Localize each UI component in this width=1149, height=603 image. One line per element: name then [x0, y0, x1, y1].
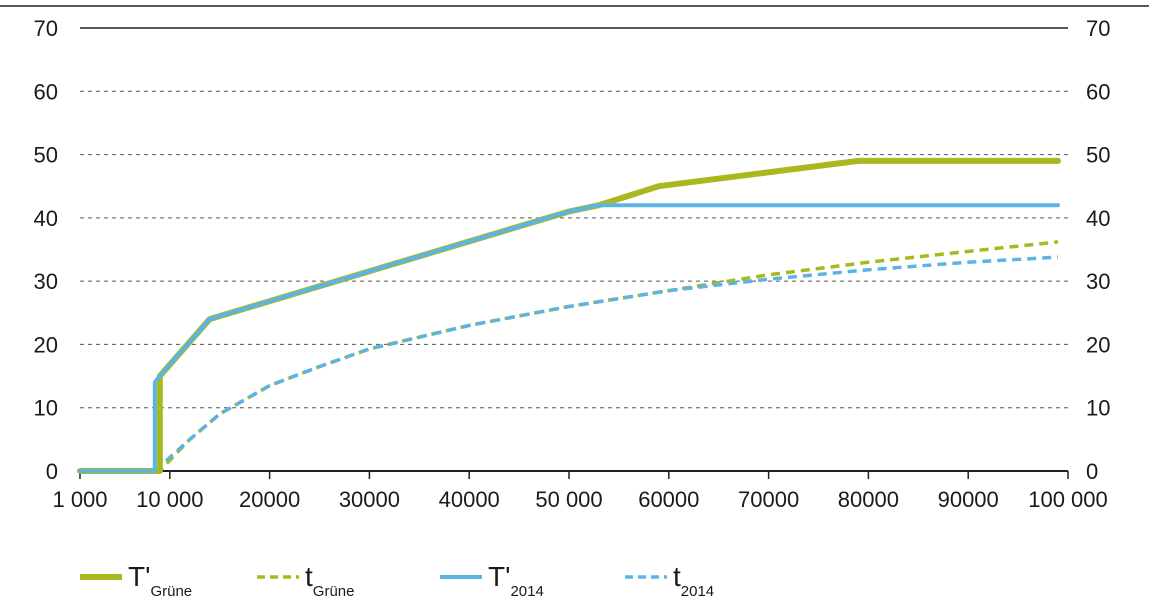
y-tick-label-right: 0: [1086, 459, 1098, 484]
series-line-Tprime--2014: [78, 203, 1060, 473]
legend-label-sub: Grüne: [150, 583, 192, 600]
series-line-t-2014: [80, 255, 1059, 473]
y-tick-label-left: 20: [34, 332, 58, 357]
legend-label-sub: Grüne: [313, 583, 355, 600]
x-tick-label: 1 000: [52, 487, 107, 512]
y-tick-label-left: 10: [34, 396, 58, 421]
y-tick-label-right: 10: [1086, 396, 1110, 421]
legend-label-main: t: [673, 561, 681, 592]
x-tick-label: 80000: [838, 487, 899, 512]
y-tick-label-left: 50: [34, 143, 58, 168]
legend-label-sub: 2014: [681, 583, 714, 600]
x-tick-label: 100 000: [1028, 487, 1108, 512]
y-tick-label-left: 70: [34, 16, 58, 41]
x-tick-label: 30000: [339, 487, 400, 512]
y-tick-label-left: 30: [34, 269, 58, 294]
legend-label-main: t: [305, 561, 313, 592]
y-axis-left: 0 10 20 30 40 50 60 70: [34, 16, 58, 484]
legend-label: T'2014: [488, 561, 544, 600]
y-tick-label-right: 20: [1086, 332, 1110, 357]
x-tick-label: 90000: [938, 487, 999, 512]
grid: [80, 27, 1068, 409]
y-tick-label-left: 0: [46, 459, 58, 484]
legend-label-main: T': [128, 561, 150, 592]
y-tick-label-right: 40: [1086, 206, 1110, 231]
y-tick-label-right: 50: [1086, 143, 1110, 168]
y-tick-label-right: 70: [1086, 16, 1110, 41]
legend-label: T'Grüne: [128, 561, 192, 600]
y-tick-label-left: 40: [34, 206, 58, 231]
x-tick-label: 20000: [239, 487, 300, 512]
series-line-t-grüne: [80, 240, 1059, 473]
y-tick-label-right: 60: [1086, 79, 1110, 104]
legend: T'Grüne tGrüne T'2014 t2014: [80, 561, 714, 600]
x-tick-label: 10 000: [136, 487, 203, 512]
x-tick-label: 70000: [738, 487, 799, 512]
x-tick-label: 60000: [638, 487, 699, 512]
series-group: [77, 157, 1061, 474]
y-axis-right: 0 10 20 30 40 50 60 70: [1086, 16, 1110, 484]
y-tick-label-right: 30: [1086, 269, 1110, 294]
x-tick-label: 50 000: [535, 487, 602, 512]
legend-label: t2014: [673, 561, 714, 600]
legend-label-main: T': [488, 561, 510, 592]
x-tick-label: 40000: [439, 487, 500, 512]
x-axis: 1 000 10 000 20000 30000 40000 50 000 60000 700…: [52, 470, 1108, 512]
legend-label-sub: 2014: [510, 583, 543, 600]
legend-label: tGrüne: [305, 561, 354, 600]
y-tick-label-left: 60: [34, 79, 58, 104]
